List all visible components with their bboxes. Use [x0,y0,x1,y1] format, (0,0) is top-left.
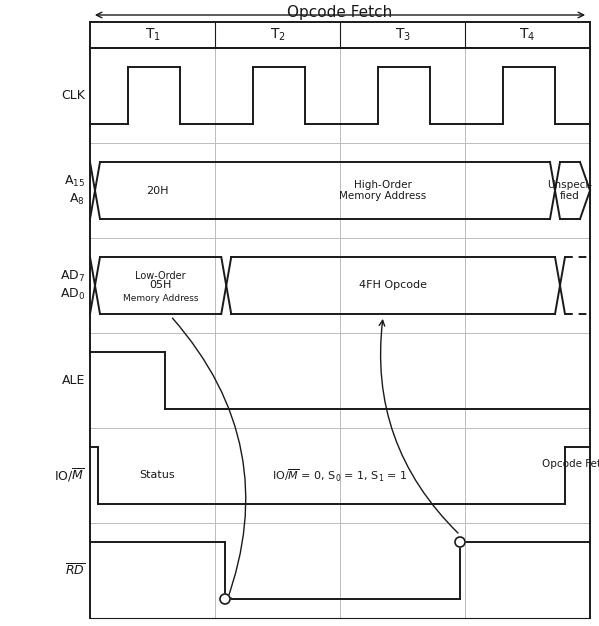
Text: Opcode Fetch: Opcode Fetch [542,459,599,469]
Text: Memory Address: Memory Address [123,294,198,303]
Text: High-Order
Memory Address: High-Order Memory Address [339,180,426,202]
Text: IO/$\overline{M}$: IO/$\overline{M}$ [55,467,85,484]
Text: Unspeci-
fied: Unspeci- fied [547,180,592,202]
Circle shape [220,594,230,604]
Text: ALE: ALE [62,374,85,387]
Text: CLK: CLK [61,89,85,102]
Text: AD$_7$
AD$_0$: AD$_7$ AD$_0$ [60,269,85,302]
Text: T$_2$: T$_2$ [270,27,285,43]
Text: T$_4$: T$_4$ [519,27,536,43]
Text: $\overline{RD}$: $\overline{RD}$ [65,563,85,578]
Text: 05H: 05H [149,280,172,290]
Text: Opcode Fetch: Opcode Fetch [288,5,392,20]
Text: T$_1$: T$_1$ [144,27,161,43]
Text: T$_3$: T$_3$ [395,27,410,43]
Text: Status: Status [140,471,176,481]
Text: 4FH Opcode: 4FH Opcode [359,280,427,290]
Text: IO/$\overline{M}$ = 0, S$_0$ = 1, S$_1$ = 1: IO/$\overline{M}$ = 0, S$_0$ = 1, S$_1$ … [272,467,408,484]
Circle shape [455,537,465,547]
Text: A$_{15}$
A$_8$: A$_{15}$ A$_8$ [64,174,85,207]
Text: 20H: 20H [146,185,169,195]
Text: Low-Order: Low-Order [135,270,186,280]
